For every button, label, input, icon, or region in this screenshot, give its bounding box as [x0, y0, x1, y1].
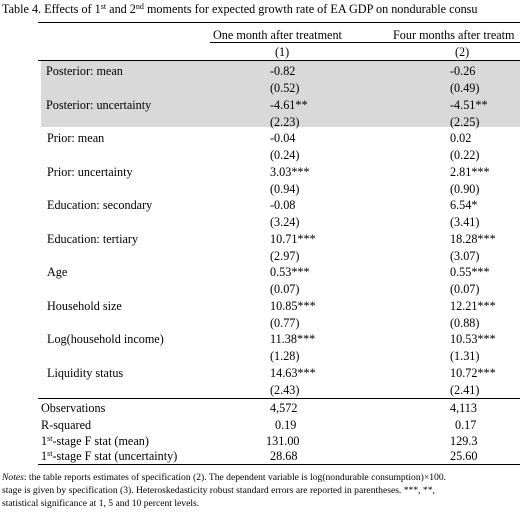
row-col1-coef: 11.38*** [270, 332, 316, 346]
row-col1-coef: 0.53*** [270, 265, 310, 279]
stat-label-fstat-uncertainty: 1st-stage F stat (uncertainty) [41, 449, 177, 463]
row-col2-coef: 2.81*** [450, 165, 490, 179]
row-col1-se: (0.07) [270, 282, 300, 296]
row-col1-coef: -4.61** [270, 98, 308, 112]
fstat-unc-suffix: -stage F stat (uncertainty) [52, 449, 178, 463]
row-col2-coef: 10.72*** [450, 366, 496, 380]
row-col2-coef: 12.21*** [450, 299, 496, 313]
row-col2-coef: -4.51** [450, 98, 488, 112]
row-col1-se: (3.24) [270, 215, 300, 229]
stat-label-r-squared: R-squared [41, 418, 92, 432]
row-label: Prior: mean [47, 131, 105, 145]
fstat-mean-suffix: -stage F stat (mean) [52, 434, 149, 448]
notes-lead: Notes [2, 472, 24, 483]
row-col1-coef: 14.63*** [270, 366, 316, 380]
row-col2-coef: 18.28*** [450, 232, 496, 246]
row-label: Posterior: mean [46, 64, 123, 78]
title-prefix: Table 4. Effects of 1 [2, 2, 101, 16]
row-col2-se: (0.07) [450, 282, 480, 296]
column-1-number: (1) [275, 45, 290, 59]
table-notes: Notes: the table reports estimates of sp… [2, 471, 520, 510]
stat-func-col2: 25.60 [450, 449, 478, 463]
row-col2-se: (3.41) [450, 215, 480, 229]
row-col1-se: (2.23) [270, 115, 300, 129]
row-col1-coef: -0.08 [270, 198, 296, 212]
fstat-unc-sup: st [47, 449, 53, 458]
row-label: Education: tertiary [47, 232, 139, 246]
row-col1-se: (2.97) [270, 249, 300, 263]
row-col1-se: (0.94) [270, 182, 300, 196]
column-2-header: Four months after treatm [393, 28, 515, 42]
row-col2-se: (2.41) [450, 383, 480, 397]
notes-line-1-text: : the table reports estimates of specifi… [23, 472, 447, 483]
fstat-mean-sup: st [47, 434, 53, 443]
table-title: Table 4. Effects of 1st and 2nd moments … [2, 2, 478, 16]
notes-line-2: stage is given by specification (3). Het… [2, 485, 435, 496]
row-col1-se: (2.43) [270, 383, 300, 397]
row-col2-se: (0.22) [450, 148, 480, 162]
header-bottom-rule [38, 60, 520, 61]
row-label: Education: secondary [47, 198, 153, 212]
top-rule [38, 22, 520, 23]
row-col1-se: (0.77) [270, 316, 300, 330]
stat-obs-col2: 4,113 [450, 401, 477, 415]
row-label: Prior: uncertainty [47, 165, 133, 179]
controls-bottom-rule [38, 398, 520, 399]
row-col2-se: (2.25) [450, 115, 480, 129]
row-label: Liquidity status [47, 366, 124, 380]
row-col1-coef: -0.82 [270, 64, 296, 78]
row-col1-coef: -0.04 [270, 131, 296, 145]
stat-fmean-col2: 129.3 [450, 434, 478, 448]
column-1-header: One month after treatment [213, 28, 342, 42]
row-col2-se: (0.90) [450, 182, 480, 196]
row-label: Log(household income) [47, 332, 164, 346]
stat-r2-col2: 0.17 [455, 418, 477, 432]
title-sup-st: st [100, 2, 107, 11]
row-col1-coef: 3.03*** [270, 165, 310, 179]
fstat-unc-prefix: 1 [41, 449, 48, 463]
row-col2-se: (3.07) [450, 249, 480, 263]
stat-label-observations: Observations [41, 401, 106, 415]
stat-fmean-col1: 131.00 [266, 434, 300, 448]
stat-r2-col1: 0.19 [275, 418, 297, 432]
row-label: Household size [47, 299, 122, 313]
title-mid: and 2 [106, 2, 136, 16]
notes-line-3: statistical significance at 1, 5 and 10 … [2, 498, 200, 509]
posterior-shading [41, 61, 520, 127]
row-col1-se: (1.28) [270, 349, 300, 363]
stat-label-fstat-mean: 1st-stage F stat (mean) [41, 434, 149, 448]
row-col1-se: (0.24) [270, 148, 300, 162]
stat-func-col1: 28.68 [270, 449, 298, 463]
notes-line-1: Notes: the table reports estimates of sp… [2, 471, 520, 484]
row-col2-coef: 10.53*** [450, 332, 496, 346]
row-label: Age [47, 265, 68, 279]
row-col2-coef: 0.02 [450, 131, 472, 145]
header-rule [210, 42, 520, 43]
stat-obs-col1: 4,572 [270, 401, 298, 415]
row-col2-coef: 6.54* [450, 198, 478, 212]
column-2-number: (2) [455, 45, 470, 59]
row-col1-coef: 10.85*** [270, 299, 316, 313]
title-sup-nd: nd [135, 2, 144, 11]
row-col2-se: (0.49) [450, 81, 480, 95]
row-col2-se: (0.88) [450, 316, 480, 330]
bottom-rule [38, 464, 520, 465]
row-col2-se: (1.31) [450, 349, 480, 363]
row-col2-coef: 0.55*** [450, 265, 490, 279]
row-col1-coef: 10.71*** [270, 232, 316, 246]
fstat-mean-prefix: 1 [41, 434, 48, 448]
row-label: Posterior: uncertainty [46, 98, 152, 112]
title-suffix: moments for expected growth rate of EA G… [143, 2, 478, 16]
row-col2-coef: -0.26 [450, 64, 476, 78]
row-col1-se: (0.52) [270, 81, 300, 95]
